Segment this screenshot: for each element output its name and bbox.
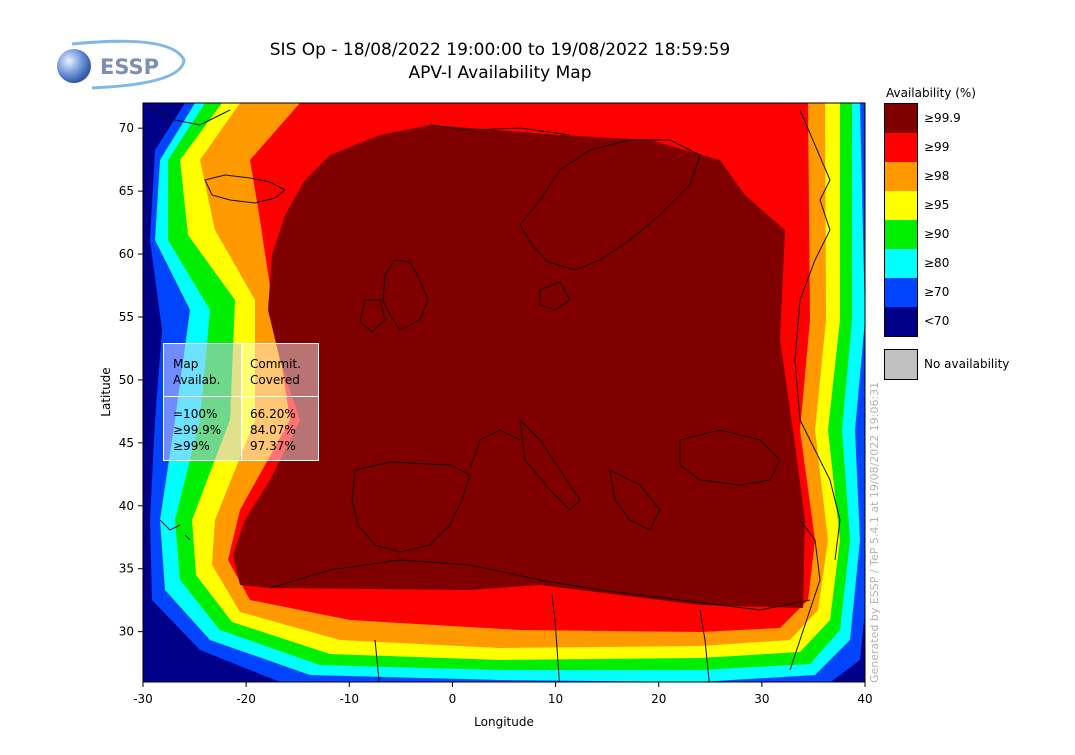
stats-levels: =100% ≥99.9% ≥99% (173, 406, 221, 454)
logo-text: ESSP (100, 55, 159, 79)
legend-label: ≥99 (924, 140, 950, 154)
stats-covered-values: 66.20% 84.07% 97.37% (250, 406, 296, 454)
stats-header-2-line1: Commit. (250, 357, 301, 371)
x-tick-label: 20 (651, 692, 666, 706)
y-axis: 30 35 40 45 50 55 60 65 70 (119, 121, 143, 639)
stats-header-1-line1: Map (173, 357, 199, 371)
legend-swatch (885, 104, 917, 133)
legend-label: ≥95 (924, 198, 950, 212)
no-availability-swatch (884, 349, 918, 380)
stats-level: ≥99.9% (173, 423, 222, 437)
legend-label: <70 (924, 314, 950, 328)
stats-level: =100% (173, 407, 218, 421)
legend-label: ≥80 (924, 256, 950, 270)
y-tick-label: 60 (119, 247, 134, 261)
y-tick-label: 40 (119, 499, 134, 513)
x-tick-label: -20 (236, 692, 256, 706)
y-tick-label: 55 (119, 310, 134, 324)
plot-frame (142, 102, 866, 683)
stats-col-map-availability: Map Availab. =100% ≥99.9% ≥99% (164, 344, 241, 460)
x-tick-label: 10 (548, 692, 563, 706)
stats-header-2-line2: Covered (250, 373, 300, 387)
legend-colorbar (884, 103, 918, 337)
stats-covered: 97.37% (250, 439, 296, 453)
legend-swatch (885, 191, 917, 220)
x-tick-label: 40 (857, 692, 872, 706)
legend-swatch (885, 307, 917, 336)
no-availability-label: No availability (924, 357, 1010, 371)
stats-level: ≥99% (173, 439, 210, 453)
legend-label: ≥90 (924, 227, 950, 241)
legend-label: ≥70 (924, 285, 950, 299)
y-tick-label: 45 (119, 436, 134, 450)
legend-swatch (885, 249, 917, 278)
x-axis-label: Longitude (474, 715, 534, 729)
map-subtitle: APV-I Availability Map (408, 63, 592, 83)
y-tick-label: 70 (119, 121, 134, 135)
legend-swatch (885, 220, 917, 249)
y-tick-label: 30 (119, 625, 134, 639)
legend-swatch (885, 278, 917, 307)
coverage-stats-table: Map Availab. =100% ≥99.9% ≥99% Commit. C… (163, 343, 319, 461)
y-axis-label: Latitude (99, 367, 113, 416)
stats-covered: 84.07% (250, 423, 296, 437)
y-tick-label: 35 (119, 562, 134, 576)
stats-covered: 66.20% (250, 407, 296, 421)
x-tick-label: 0 (449, 692, 457, 706)
y-tick-label: 65 (119, 184, 134, 198)
legend-title: Availability (%) (886, 86, 976, 100)
essp-logo: ESSP (52, 38, 187, 90)
stats-header-2: Commit. Covered (250, 356, 301, 388)
map-title: SIS Op - 18/08/2022 19:00:00 to 19/08/20… (269, 40, 731, 60)
stats-column-divider (241, 344, 242, 460)
stats-header-1-line2: Availab. (173, 373, 221, 387)
x-axis: -30 -20 -10 0 10 20 30 40 (133, 682, 873, 706)
legend-swatch (885, 133, 917, 162)
x-tick-label: 30 (754, 692, 769, 706)
generated-by-watermark: Generated by ESSP / TeP 5.4.1 at 19/08/2… (868, 381, 881, 683)
x-tick-label: -10 (339, 692, 359, 706)
y-tick-label: 50 (119, 373, 134, 387)
band-ge99-9 (233, 125, 805, 608)
legend-swatch (885, 162, 917, 191)
legend-label: ≥99.9 (924, 111, 961, 125)
stats-col-covered: Commit. Covered 66.20% 84.07% 97.37% (241, 344, 318, 460)
stats-header-1: Map Availab. (173, 356, 220, 388)
x-tick-label: -30 (133, 692, 153, 706)
legend-label: ≥98 (924, 169, 950, 183)
availability-field (143, 103, 865, 682)
